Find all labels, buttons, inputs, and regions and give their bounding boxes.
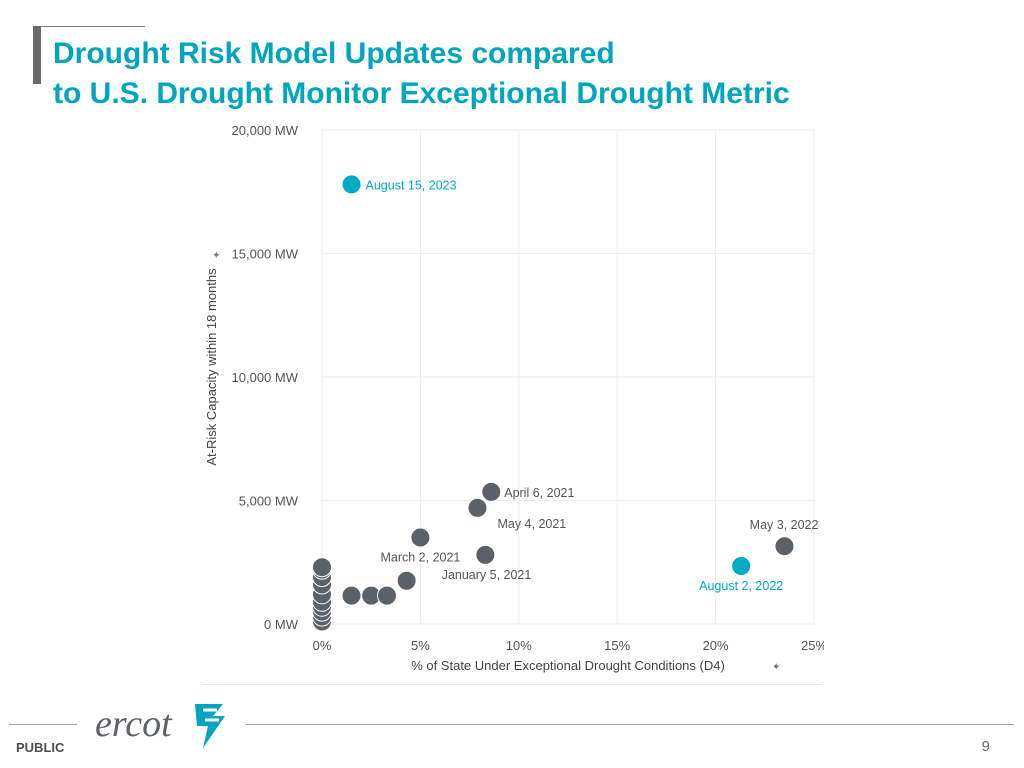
slide-title-line-1: Drought Risk Model Updates compared <box>53 37 615 70</box>
x-axis-title: % of State Under Exceptional Drought Con… <box>411 658 725 673</box>
y-tick-label: 5,000 MW <box>239 494 299 509</box>
y-tick-label: 20,000 MW <box>232 123 299 138</box>
data-point <box>376 585 397 606</box>
data-label: January 5, 2021 <box>442 568 532 582</box>
data-point <box>731 555 752 576</box>
pin-icon: ✦ <box>212 251 223 259</box>
footer-divider-left <box>9 724 77 725</box>
lightning-bolt-icon <box>195 704 225 748</box>
pin-icon: ✦ <box>772 662 780 673</box>
slide-title-line-2: to U.S. Drought Monitor Exceptional Drou… <box>53 77 790 110</box>
slide-title: Drought Risk Model Updates compared to U… <box>53 34 790 114</box>
data-point <box>481 481 502 502</box>
page-number: 9 <box>981 738 990 755</box>
data-point <box>475 544 496 565</box>
x-tick-label: 5% <box>411 638 430 653</box>
x-tick-label: 25% <box>801 638 824 653</box>
y-tick-label: 0 MW <box>264 617 299 632</box>
public-label: PUBLIC <box>16 740 65 755</box>
data-label: May 3, 2022 <box>750 518 819 532</box>
title-accent-bar <box>33 26 41 84</box>
scatter-chart: 0 MW 5,000 MW 10,000 MW 15,000 MW 20,000 MW 0… <box>204 123 824 673</box>
data-point <box>396 570 417 591</box>
data-point <box>467 497 488 518</box>
data-point <box>312 557 332 578</box>
footer-divider-right <box>246 724 1014 725</box>
x-tick-label: 10% <box>506 638 532 653</box>
data-label: April 6, 2021 <box>504 486 574 500</box>
data-label: March 2, 2021 <box>380 551 460 565</box>
ercot-logo: ercot <box>95 703 225 748</box>
data-label: May 4, 2021 <box>497 517 566 531</box>
data-point <box>410 527 431 548</box>
data-point <box>341 174 362 195</box>
data-label: August 2, 2022 <box>699 579 783 593</box>
ercot-logo-text: ercot <box>95 703 173 745</box>
data-point <box>341 585 362 606</box>
y-tick-label: 15,000 MW <box>232 247 299 262</box>
title-accent-line <box>34 26 145 27</box>
x-tick-label: 0% <box>313 638 332 653</box>
y-axis-title: At-Risk Capacity within 18 months <box>204 268 219 466</box>
chart-frame-bottom-border <box>202 684 822 685</box>
data-label: August 15, 2023 <box>366 178 457 192</box>
x-tick-label: 15% <box>604 638 630 653</box>
x-tick-label: 20% <box>703 638 729 653</box>
y-tick-label: 10,000 MW <box>232 370 299 385</box>
data-point <box>774 536 795 557</box>
